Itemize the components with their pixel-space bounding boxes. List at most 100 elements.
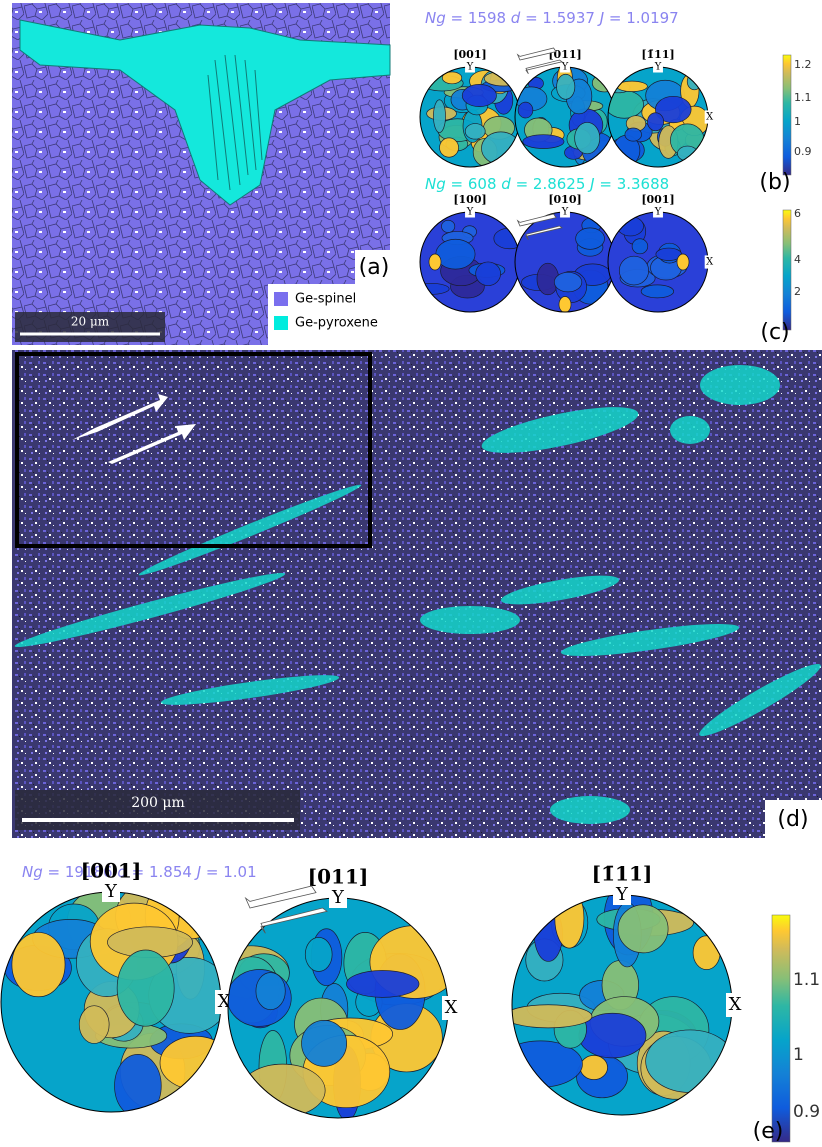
- pf-contour: [677, 145, 699, 162]
- pyroxene-grain: [19, 19, 391, 206]
- shear-arrow: [516, 213, 557, 227]
- header-part: = 608: [446, 175, 502, 193]
- pf-max: [558, 296, 572, 312]
- pf-contour: [618, 255, 649, 286]
- pf-title: [011]: [548, 48, 581, 61]
- colorbar-tick-label: 0.9: [794, 145, 812, 158]
- axis-label: Y: [466, 62, 474, 73]
- grain-boundaries: [207, 54, 263, 191]
- panel-label: (e): [753, 1119, 784, 1144]
- panel-a: 20 μm (a) Ge-spinel Ge-pyroxene: [12, 3, 393, 345]
- pf-contour: [78, 1005, 110, 1044]
- axis-label: Y: [654, 62, 662, 73]
- pf-title: [011]: [308, 865, 369, 889]
- header: Ng = 1598 d = 1.5937 J = 1.0197: [425, 9, 679, 27]
- header: Ng = 19186 d = 1.854 J = 1.01: [22, 863, 257, 881]
- axis-label: X: [706, 112, 713, 123]
- axis-label-box: [560, 205, 570, 218]
- panel-label-box: [765, 800, 822, 838]
- pole-figure: [608, 212, 708, 312]
- pf-contour: [11, 932, 66, 998]
- pf-contour: [616, 216, 644, 237]
- shear-arrow: [108, 424, 196, 464]
- axis-label: Y: [331, 887, 345, 908]
- pole-figure: [420, 212, 520, 312]
- pf-contour: [522, 134, 565, 149]
- pf-contour: [114, 1054, 162, 1112]
- colorbar-tick-label: 0.9: [793, 1102, 820, 1122]
- colorbar-tick-label: 1: [793, 1045, 804, 1065]
- shear-arrow: [525, 225, 563, 241]
- pf-contour: [575, 227, 605, 250]
- pole-figure: [515, 212, 615, 312]
- pf-contour: [645, 1029, 732, 1093]
- colorbar-tick-label: 4: [794, 253, 801, 266]
- pf-contour: [441, 219, 456, 233]
- axis-label: X: [218, 991, 231, 1012]
- pf-contour: [640, 284, 675, 299]
- pf-contour: [579, 1055, 608, 1080]
- pf-contour: [631, 238, 649, 255]
- axis-label-box: [653, 205, 663, 218]
- pf-contour: [159, 1035, 221, 1090]
- header-part: Ng: [425, 9, 446, 27]
- colorbar-tick-label: 1.1: [793, 970, 820, 990]
- pf-title: [001]: [453, 48, 486, 61]
- panel-label: (d): [777, 807, 808, 832]
- pole-figure: [512, 895, 732, 1115]
- pf-contour: [461, 84, 497, 107]
- panel-e: Ng = 19186 d = 1.854 J = 1.01[001]YX[011…: [0, 859, 820, 1144]
- pf-contour: [591, 73, 615, 93]
- panel-b: Ng = 1598 d = 1.5937 J = 1.0197[001]YX[0…: [419, 9, 812, 195]
- scale-bar-box: [15, 790, 300, 830]
- colorbar-tick-label: 2: [794, 285, 801, 298]
- header-part: = 1.0197: [604, 9, 679, 27]
- pf-contour: [464, 123, 486, 140]
- pf-contour: [435, 238, 476, 270]
- pf-contour: [617, 904, 669, 954]
- pf-contour: [686, 72, 702, 91]
- scale-bar-box: [15, 312, 165, 342]
- shear-arrow: [244, 885, 317, 909]
- header-part: J: [597, 9, 604, 27]
- pf-contour: [346, 970, 420, 998]
- header-part: = 1.01: [201, 863, 257, 881]
- pf-max: [676, 253, 690, 271]
- pf-title: [100]: [453, 193, 486, 206]
- header-part: = 2.8625: [511, 175, 590, 193]
- pf-contour: [116, 949, 175, 1027]
- pf-contour: [553, 271, 583, 293]
- scale-label: 20 μm: [71, 315, 110, 329]
- panel-c: Ng = 608 d = 2.8625 J = 3.3688[100]YX[01…: [419, 175, 801, 345]
- pf-contour: [692, 935, 721, 970]
- shear-arrow: [516, 47, 557, 61]
- axis-label: Y: [561, 207, 569, 218]
- panel-label: (a): [359, 255, 390, 280]
- pf-contour: [647, 112, 665, 132]
- pole-figure: [1, 892, 221, 1112]
- axis-label-box: [465, 60, 475, 73]
- inset-frame: [15, 352, 372, 548]
- axis-label-box: [704, 255, 715, 269]
- axis-label-box: [560, 60, 570, 73]
- header-part: = 19186: [43, 863, 118, 881]
- axis-label: Y: [466, 207, 474, 218]
- header-part: Ng: [22, 863, 43, 881]
- pf-contour: [554, 895, 585, 949]
- axis-label-box: [653, 60, 663, 73]
- pf-contour: [255, 972, 286, 1011]
- header-part: = 1598: [446, 9, 511, 27]
- pf-contour: [433, 99, 446, 133]
- axis-label: Y: [561, 62, 569, 73]
- pf-contour: [512, 1004, 593, 1029]
- pf-contour: [624, 127, 642, 142]
- colorbar-tick-label: 1: [794, 115, 801, 128]
- pf-contour: [608, 90, 644, 119]
- panel-label: (b): [759, 170, 790, 195]
- pf-title: [1̄11]: [641, 48, 674, 61]
- axis-label: X: [706, 257, 713, 268]
- axis-label-box: [102, 880, 120, 902]
- pf-contour: [441, 71, 463, 85]
- colorbar: [771, 914, 791, 1143]
- colorbar: [782, 54, 792, 176]
